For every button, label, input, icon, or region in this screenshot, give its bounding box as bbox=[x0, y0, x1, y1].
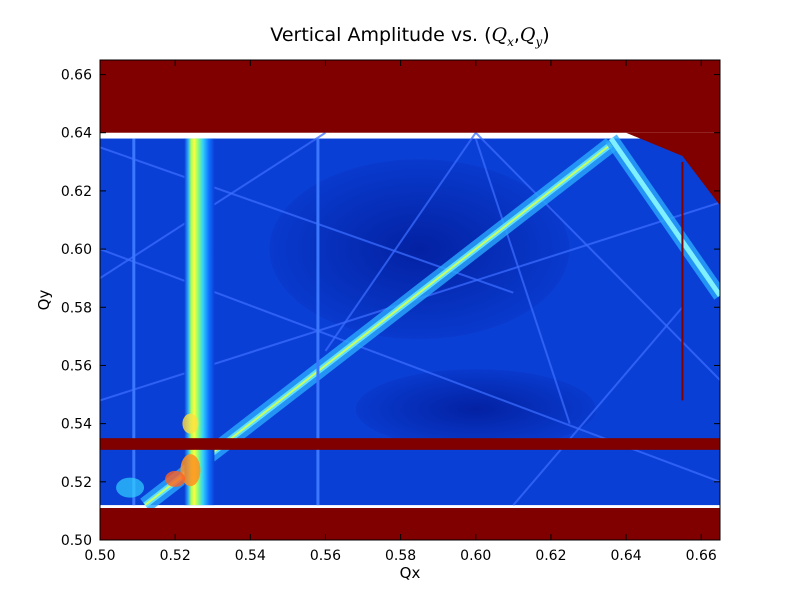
edge-patch bbox=[165, 470, 186, 487]
resonance-line bbox=[475, 132, 720, 381]
resonance-line bbox=[474, 138, 571, 424]
x-tick-label: 0.56 bbox=[310, 548, 341, 564]
x-ticks: 0.50 0.52 0.54 0.56 0.58 0.60 0.62 0.64 0.66 bbox=[84, 60, 717, 564]
x-tick-label: 0.54 bbox=[235, 548, 266, 564]
plot-frame bbox=[99, 59, 721, 541]
x-tick-label: 0.50 bbox=[84, 548, 115, 564]
resonance-line bbox=[324, 132, 477, 352]
y-tick-label: 0.52 bbox=[61, 475, 92, 491]
heatmap bbox=[100, 60, 720, 540]
x-axis-label: Qx bbox=[400, 564, 421, 582]
x-tick-label: 0.58 bbox=[385, 548, 416, 564]
saturated-region bbox=[100, 508, 720, 540]
y-tick-label: 0.54 bbox=[61, 417, 92, 433]
y-tick-label: 0.56 bbox=[61, 358, 92, 374]
y-ticks: 0.50 0.52 0.54 0.56 0.58 0.60 0.62 0.64 0.66 bbox=[61, 68, 720, 549]
y-axis-label: Qy bbox=[35, 290, 53, 311]
heatmap-dark-region bbox=[355, 369, 596, 450]
x-tick-label: 0.62 bbox=[535, 548, 566, 564]
title-suffix: ) bbox=[542, 24, 549, 46]
title-prefix: Vertical Amplitude vs. ( bbox=[270, 24, 491, 46]
heatmap-dark-region bbox=[269, 159, 570, 340]
edge-patch bbox=[116, 477, 145, 498]
title-qy: Q bbox=[520, 24, 536, 46]
title-qy-sub: y bbox=[534, 35, 542, 49]
hot-spot bbox=[182, 413, 199, 434]
y-tick-label: 0.64 bbox=[61, 126, 92, 142]
x-tick-label: 0.66 bbox=[686, 548, 717, 564]
saturated-region bbox=[100, 438, 720, 450]
saturated-region bbox=[626, 132, 720, 206]
y-tick-label: 0.50 bbox=[61, 533, 92, 549]
vertical-band bbox=[184, 138, 215, 506]
x-tick-label: 0.60 bbox=[460, 548, 491, 564]
y-tick-label: 0.60 bbox=[61, 242, 92, 258]
y-tick-label: 0.58 bbox=[61, 300, 92, 316]
resonance-line bbox=[512, 306, 684, 506]
y-tick-label: 0.62 bbox=[61, 184, 92, 200]
title-qx: Q bbox=[492, 24, 508, 46]
title-comma: , bbox=[514, 24, 520, 46]
saturated-region bbox=[100, 60, 720, 133]
title-qx-sub: x bbox=[507, 35, 514, 49]
chart-title: Vertical Amplitude vs. (Qx,Qy) bbox=[270, 24, 549, 49]
y-tick-label: 0.66 bbox=[61, 68, 92, 84]
x-tick-label: 0.64 bbox=[610, 548, 641, 564]
descending-band bbox=[608, 137, 720, 298]
x-tick-label: 0.52 bbox=[160, 548, 191, 564]
hot-spot bbox=[180, 454, 201, 487]
